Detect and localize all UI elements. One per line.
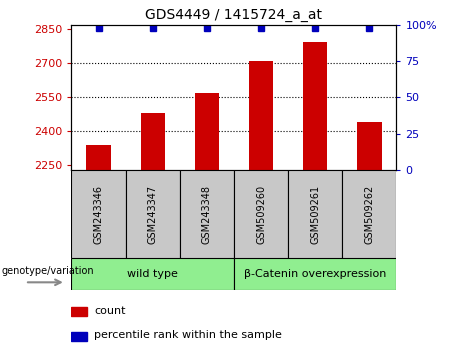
Bar: [342, 170, 396, 258]
Text: GSM509262: GSM509262: [364, 184, 374, 244]
Text: wild type: wild type: [127, 269, 178, 279]
Text: percentile rank within the sample: percentile rank within the sample: [94, 330, 282, 340]
Text: GSM243347: GSM243347: [148, 184, 158, 244]
Text: GSM509260: GSM509260: [256, 184, 266, 244]
Bar: [71, 258, 234, 290]
Bar: [357, 122, 382, 170]
Bar: [71, 332, 88, 341]
Bar: [71, 170, 125, 258]
Bar: [71, 307, 88, 316]
Bar: [195, 93, 219, 170]
Bar: [249, 61, 273, 170]
Bar: [234, 170, 288, 258]
Bar: [288, 170, 342, 258]
Text: GSM509261: GSM509261: [310, 184, 320, 244]
Text: GSM243348: GSM243348: [202, 185, 212, 244]
Bar: [141, 113, 165, 170]
Bar: [234, 258, 396, 290]
Text: count: count: [94, 306, 126, 316]
Bar: [303, 42, 327, 170]
Bar: [86, 145, 111, 170]
Text: GSM243346: GSM243346: [94, 185, 104, 244]
Bar: [125, 170, 180, 258]
Text: β-Catenin overexpression: β-Catenin overexpression: [244, 269, 386, 279]
Bar: [180, 170, 234, 258]
Title: GDS4449 / 1415724_a_at: GDS4449 / 1415724_a_at: [146, 8, 322, 22]
Text: genotype/variation: genotype/variation: [1, 266, 94, 276]
